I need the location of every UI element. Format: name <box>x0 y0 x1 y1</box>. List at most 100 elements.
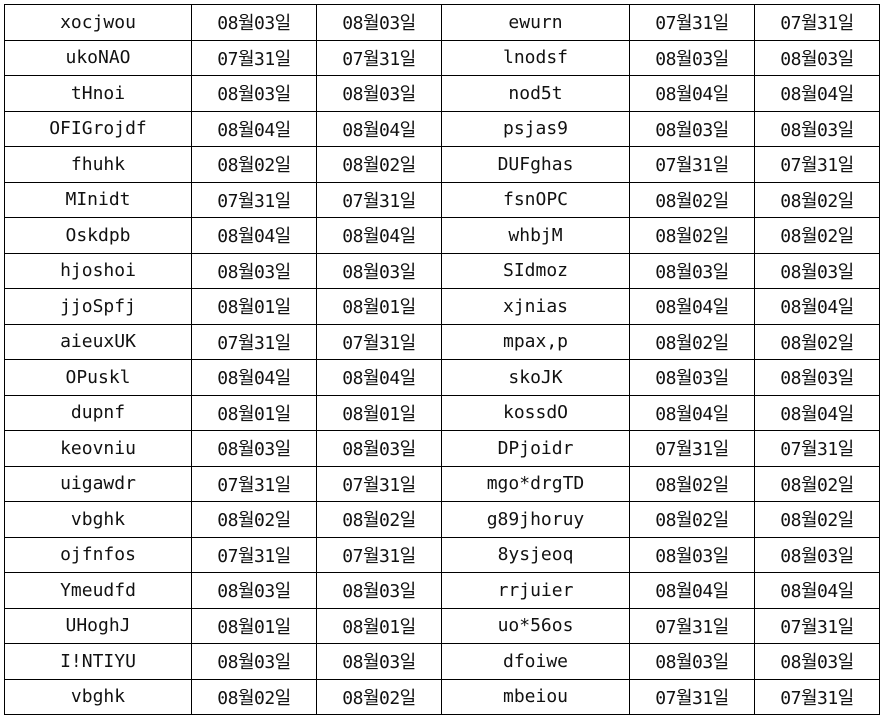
date-cell[interactable]: 07월31일 <box>754 146 880 183</box>
date-cell[interactable]: 07월31일 <box>316 181 442 218</box>
date-cell[interactable]: 08월01일 <box>316 288 442 325</box>
name-cell[interactable]: mpax,p <box>441 323 630 360</box>
date-cell[interactable]: 08월03일 <box>629 643 755 680</box>
name-cell[interactable]: xocjwou <box>4 4 192 41</box>
date-cell[interactable]: 08월02일 <box>629 501 755 538</box>
date-cell[interactable]: 07월31일 <box>629 146 755 183</box>
date-cell[interactable]: 08월02일 <box>316 501 442 538</box>
name-cell[interactable]: DUFghas <box>441 146 630 183</box>
name-cell[interactable]: xjnias <box>441 288 630 325</box>
name-cell[interactable]: UHoghJ <box>4 607 192 644</box>
date-cell[interactable]: 08월03일 <box>629 359 755 396</box>
date-cell[interactable]: 08월04일 <box>629 572 755 609</box>
date-cell[interactable]: 08월02일 <box>191 678 317 715</box>
name-cell[interactable]: nod5t <box>441 75 630 112</box>
name-cell[interactable]: mbeiou <box>441 678 630 715</box>
name-cell[interactable]: uo*56os <box>441 607 630 644</box>
date-cell[interactable]: 07월31일 <box>191 323 317 360</box>
name-cell[interactable]: dupnf <box>4 394 192 431</box>
date-cell[interactable]: 08월02일 <box>754 501 880 538</box>
date-cell[interactable]: 08월02일 <box>754 323 880 360</box>
date-cell[interactable]: 08월04일 <box>754 394 880 431</box>
date-cell[interactable]: 08월02일 <box>629 181 755 218</box>
date-cell[interactable]: 07월31일 <box>754 678 880 715</box>
name-cell[interactable]: DPjoidr <box>441 430 630 467</box>
date-cell[interactable]: 08월03일 <box>191 252 317 289</box>
name-cell[interactable]: hjoshoi <box>4 252 192 289</box>
date-cell[interactable]: 08월03일 <box>629 252 755 289</box>
date-cell[interactable]: 08월02일 <box>754 465 880 502</box>
name-cell[interactable]: ewurn <box>441 4 630 41</box>
name-cell[interactable]: fsnOPC <box>441 181 630 218</box>
date-cell[interactable]: 08월03일 <box>629 110 755 147</box>
date-cell[interactable]: 08월02일 <box>316 146 442 183</box>
date-cell[interactable]: 07월31일 <box>629 430 755 467</box>
name-cell[interactable]: lnodsf <box>441 39 630 76</box>
date-cell[interactable]: 07월31일 <box>316 536 442 573</box>
date-cell[interactable]: 08월03일 <box>754 359 880 396</box>
date-cell[interactable]: 07월31일 <box>316 323 442 360</box>
name-cell[interactable]: mgo*drgTD <box>441 465 630 502</box>
name-cell[interactable]: OFIGrojdf <box>4 110 192 147</box>
date-cell[interactable]: 08월03일 <box>316 643 442 680</box>
date-cell[interactable]: 08월03일 <box>754 536 880 573</box>
name-cell[interactable]: Ymeudfd <box>4 572 192 609</box>
name-cell[interactable]: Oskdpb <box>4 217 192 254</box>
date-cell[interactable]: 07월31일 <box>191 181 317 218</box>
name-cell[interactable]: vbghk <box>4 501 192 538</box>
date-cell[interactable]: 08월03일 <box>316 75 442 112</box>
date-cell[interactable]: 08월03일 <box>191 75 317 112</box>
name-cell[interactable]: g89jhoruy <box>441 501 630 538</box>
name-cell[interactable]: OPuskl <box>4 359 192 396</box>
date-cell[interactable]: 08월04일 <box>754 288 880 325</box>
name-cell[interactable]: fhuhk <box>4 146 192 183</box>
date-cell[interactable]: 08월02일 <box>629 217 755 254</box>
name-cell[interactable]: aieuxUK <box>4 323 192 360</box>
date-cell[interactable]: 08월03일 <box>754 643 880 680</box>
name-cell[interactable]: I!NTIYU <box>4 643 192 680</box>
date-cell[interactable]: 08월04일 <box>316 217 442 254</box>
date-cell[interactable]: 08월01일 <box>191 394 317 431</box>
date-cell[interactable]: 08월03일 <box>629 536 755 573</box>
date-cell[interactable]: 08월03일 <box>191 572 317 609</box>
date-cell[interactable]: 07월31일 <box>754 4 880 41</box>
date-cell[interactable]: 08월02일 <box>316 678 442 715</box>
date-cell[interactable]: 08월04일 <box>316 110 442 147</box>
date-cell[interactable]: 07월31일 <box>629 4 755 41</box>
date-cell[interactable]: 08월03일 <box>191 643 317 680</box>
name-cell[interactable]: uigawdr <box>4 465 192 502</box>
date-cell[interactable]: 08월02일 <box>754 181 880 218</box>
date-cell[interactable]: 08월02일 <box>191 501 317 538</box>
date-cell[interactable]: 08월02일 <box>191 146 317 183</box>
name-cell[interactable]: 8ysjeoq <box>441 536 630 573</box>
date-cell[interactable]: 08월03일 <box>316 572 442 609</box>
name-cell[interactable]: skoJK <box>441 359 630 396</box>
date-cell[interactable]: 08월04일 <box>754 572 880 609</box>
date-cell[interactable]: 08월04일 <box>629 288 755 325</box>
date-cell[interactable]: 08월01일 <box>316 394 442 431</box>
date-cell[interactable]: 07월31일 <box>754 430 880 467</box>
name-cell[interactable]: keovniu <box>4 430 192 467</box>
date-cell[interactable]: 08월04일 <box>629 394 755 431</box>
date-cell[interactable]: 08월03일 <box>629 39 755 76</box>
date-cell[interactable]: 08월04일 <box>191 359 317 396</box>
name-cell[interactable]: kossdO <box>441 394 630 431</box>
name-cell[interactable]: rrjuier <box>441 572 630 609</box>
name-cell[interactable]: dfoiwe <box>441 643 630 680</box>
name-cell[interactable]: tHnoi <box>4 75 192 112</box>
date-cell[interactable]: 08월03일 <box>754 252 880 289</box>
date-cell[interactable]: 07월31일 <box>191 39 317 76</box>
name-cell[interactable]: ojfnfos <box>4 536 192 573</box>
date-cell[interactable]: 07월31일 <box>191 536 317 573</box>
date-cell[interactable]: 08월03일 <box>316 430 442 467</box>
date-cell[interactable]: 07월31일 <box>754 607 880 644</box>
date-cell[interactable]: 08월03일 <box>316 4 442 41</box>
date-cell[interactable]: 08월01일 <box>316 607 442 644</box>
date-cell[interactable]: 08월04일 <box>629 75 755 112</box>
date-cell[interactable]: 08월03일 <box>316 252 442 289</box>
date-cell[interactable]: 08월04일 <box>316 359 442 396</box>
date-cell[interactable]: 08월04일 <box>191 217 317 254</box>
date-cell[interactable]: 07월31일 <box>629 678 755 715</box>
date-cell[interactable]: 07월31일 <box>191 465 317 502</box>
date-cell[interactable]: 08월01일 <box>191 288 317 325</box>
